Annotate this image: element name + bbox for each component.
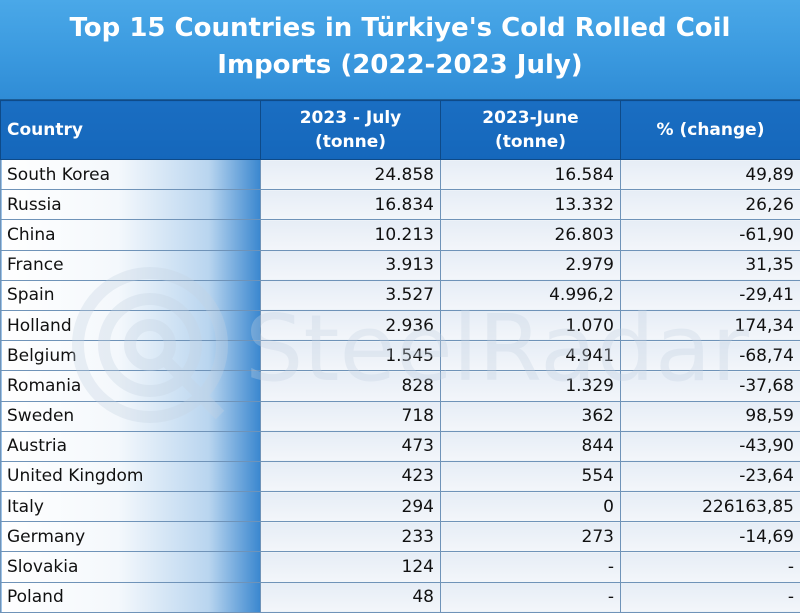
- june-cell: 1.070: [440, 309, 621, 342]
- table-row: Belgium 1.545 4.941 -68,74: [0, 340, 800, 372]
- country-cell: United Kingdom: [0, 460, 261, 493]
- july-cell: 48: [260, 581, 441, 613]
- change-cell: 174,34: [620, 309, 800, 342]
- header-row: Country 2023 - July (tonne) 2023-June (t…: [0, 100, 800, 160]
- header-july-line1: 2023 - July: [299, 108, 402, 128]
- june-cell: 1.329: [440, 370, 621, 402]
- june-cell: 16.584: [440, 158, 621, 191]
- july-cell: 3.527: [260, 279, 441, 311]
- country-cell: Russia: [0, 189, 261, 221]
- july-cell: 828: [260, 370, 441, 402]
- table-row: Holland 2.936 1.070 174,34: [0, 309, 800, 342]
- country-cell: Belgium: [0, 340, 261, 372]
- country-cell: China: [0, 219, 261, 251]
- change-cell: -68,74: [620, 340, 800, 372]
- table-row: Poland 48- -: [0, 581, 800, 613]
- july-cell: 10.213: [260, 219, 441, 251]
- header-june-line2: (tonne): [494, 132, 567, 152]
- country-cell: South Korea: [0, 158, 261, 191]
- header-change-label: % (change): [656, 120, 765, 140]
- table-row: Slovakia 124- -: [0, 551, 800, 583]
- title-line-2: Imports (2022-2023 July): [217, 50, 583, 80]
- country-cell: France: [0, 249, 261, 281]
- june-cell: 4.941: [440, 340, 621, 372]
- july-cell: 473: [260, 430, 441, 462]
- table-row: Germany 233 273 -14,69: [0, 521, 800, 553]
- june-cell: 362: [440, 400, 621, 432]
- change-cell: 98,59: [620, 400, 800, 432]
- june-cell: 4.996,2: [440, 279, 621, 311]
- change-cell: 26,26: [620, 189, 800, 221]
- country-cell: Romania: [0, 370, 261, 402]
- table-row: Spain 3.527 4.996,2 -29,41: [0, 279, 800, 311]
- table-row: Russia 16.834 13.332 26,26: [0, 189, 800, 221]
- country-cell: Italy: [0, 491, 261, 523]
- header-change: % (change): [620, 100, 800, 160]
- june-cell: 273: [440, 521, 621, 553]
- header-country-label: Country: [7, 120, 83, 140]
- june-cell: -: [440, 551, 621, 583]
- july-cell: 2.936: [260, 309, 441, 342]
- july-cell: 3.913: [260, 249, 441, 281]
- july-cell: 294: [260, 491, 441, 523]
- country-cell: Poland: [0, 581, 261, 613]
- table-row: South Korea 24.858 16.584 49,89: [0, 158, 800, 191]
- change-cell: -43,90: [620, 430, 800, 462]
- change-cell: -23,64: [620, 460, 800, 493]
- table-row: China 10.213 26.803 -61,90: [0, 219, 800, 251]
- june-cell: 13.332: [440, 189, 621, 221]
- country-cell: Sweden: [0, 400, 261, 432]
- table-row: France 3.913 2.979 31,35: [0, 249, 800, 281]
- june-cell: 554: [440, 460, 621, 493]
- july-cell: 423: [260, 460, 441, 493]
- header-country: Country: [0, 100, 261, 160]
- june-cell: 844: [440, 430, 621, 462]
- title-line-1: Top 15 Countries in Türkiye's Cold Rolle…: [69, 13, 731, 43]
- header-july: 2023 - July (tonne): [260, 100, 441, 160]
- table-title: Top 15 Countries in Türkiye's Cold Rolle…: [0, 0, 800, 100]
- change-cell: -61,90: [620, 219, 800, 251]
- table-row: Austria 473 844 -43,90: [0, 430, 800, 462]
- change-cell: 49,89: [620, 158, 800, 191]
- change-cell: -29,41: [620, 279, 800, 311]
- june-cell: 0: [440, 491, 621, 523]
- change-cell: -: [620, 581, 800, 613]
- july-cell: 233: [260, 521, 441, 553]
- june-cell: 26.803: [440, 219, 621, 251]
- change-cell: -14,69: [620, 521, 800, 553]
- country-cell: Austria: [0, 430, 261, 462]
- july-cell: 124: [260, 551, 441, 583]
- header-june: 2023-June (tonne): [440, 100, 621, 160]
- june-cell: 2.979: [440, 249, 621, 281]
- country-cell: Slovakia: [0, 551, 261, 583]
- july-cell: 1.545: [260, 340, 441, 372]
- change-cell: -: [620, 551, 800, 583]
- change-cell: 226163,85: [620, 491, 800, 523]
- imports-table: Country 2023 - July (tonne) 2023-June (t…: [0, 100, 800, 613]
- june-cell: -: [440, 581, 621, 613]
- july-cell: 24.858: [260, 158, 441, 191]
- country-cell: Spain: [0, 279, 261, 311]
- country-cell: Holland: [0, 309, 261, 342]
- change-cell: -37,68: [620, 370, 800, 402]
- table-row: United Kingdom 423 554 -23,64: [0, 460, 800, 493]
- july-cell: 16.834: [260, 189, 441, 221]
- country-cell: Germany: [0, 521, 261, 553]
- july-cell: 718: [260, 400, 441, 432]
- table-row: Romania 828 1.329 -37,68: [0, 370, 800, 402]
- table-row: Sweden 718 362 98,59: [0, 400, 800, 432]
- change-cell: 31,35: [620, 249, 800, 281]
- header-july-line2: (tonne): [314, 132, 387, 152]
- table-row: Italy 294 0 226163,85: [0, 491, 800, 523]
- header-june-line1: 2023-June: [482, 108, 579, 128]
